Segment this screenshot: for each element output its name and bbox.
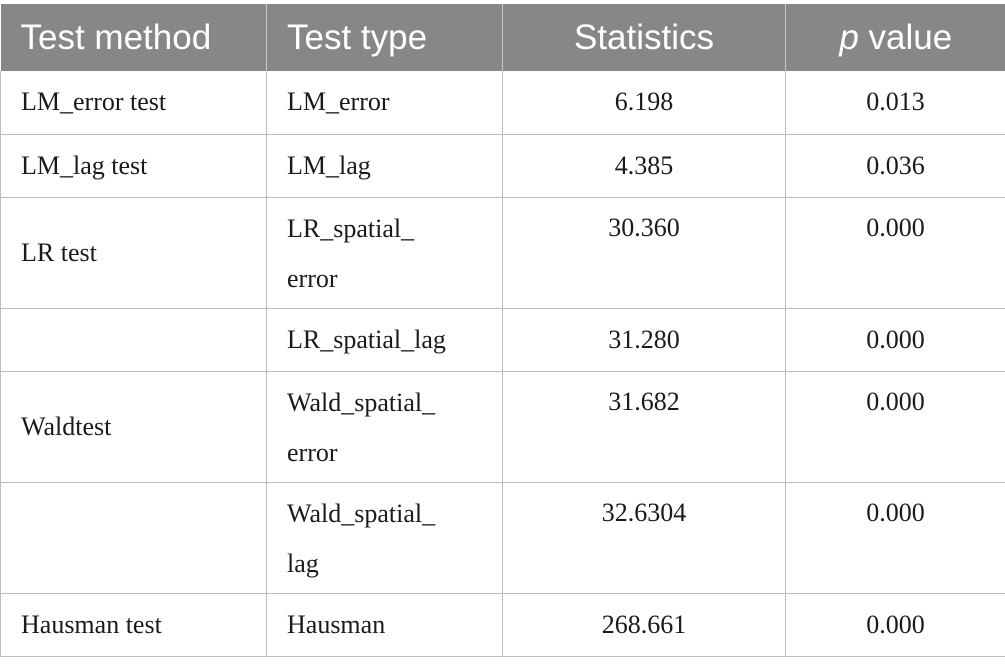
cell-type-line1: Wald_spatial_ <box>287 498 436 528</box>
table-row: Waldtest Wald_spatial_error 31.682 0.000 <box>0 371 1005 483</box>
cell-type-line2: error <box>287 263 338 293</box>
cell-method <box>0 482 267 594</box>
cell-statistics: 31.682 <box>502 371 786 483</box>
cell-type-line1: Wald_spatial_ <box>287 387 436 417</box>
cell-statistics: 4.385 <box>502 134 786 198</box>
cell-type: LM_lag <box>266 134 503 198</box>
header-p-rest: value <box>858 17 953 57</box>
cell-type-line2: error <box>287 437 338 467</box>
cell-statistics: 30.360 <box>502 197 786 309</box>
cell-type-line1: LM_lag <box>287 150 371 180</box>
cell-method: Waldtest <box>0 371 267 483</box>
table-row: LM_lag test LM_lag 4.385 0.036 <box>0 134 1005 198</box>
header-row: Test method Test type Statistics p value <box>0 4 1005 71</box>
cell-type: Wald_spatial_error <box>266 371 503 483</box>
results-table: Test method Test type Statistics p value… <box>0 4 1005 657</box>
cell-p-value: 0.000 <box>785 593 1005 657</box>
cell-method: LM_lag test <box>0 134 267 198</box>
cell-p-value: 0.000 <box>785 482 1005 594</box>
cell-statistics: 6.198 <box>502 71 786 135</box>
cell-p-value: 0.000 <box>785 308 1005 372</box>
table-row: Wald_spatial_lag 32.6304 0.000 <box>0 482 1005 594</box>
cell-method: LM_error test <box>0 71 267 135</box>
cell-statistics: 268.661 <box>502 593 786 657</box>
cell-p-value: 0.000 <box>785 197 1005 309</box>
cell-type: LM_error <box>266 71 503 135</box>
cell-type: LR_spatial_lag <box>266 308 503 372</box>
cell-method: Hausman test <box>0 593 267 657</box>
header-test-type: Test type <box>266 4 503 71</box>
header-test-method: Test method <box>0 4 267 71</box>
cell-statistics: 32.6304 <box>502 482 786 594</box>
header-p-italic: p <box>839 17 859 57</box>
table-row: LM_error test LM_error 6.198 0.013 <box>0 71 1005 135</box>
cell-p-value: 0.036 <box>785 134 1005 198</box>
cell-type: Wald_spatial_lag <box>266 482 503 594</box>
table-row: LR_spatial_lag 31.280 0.000 <box>0 308 1005 372</box>
cell-type-line1: LM_error <box>287 87 390 117</box>
cell-p-value: 0.013 <box>785 71 1005 135</box>
cell-type-line1: Hausman <box>287 609 386 639</box>
cell-method: LR test <box>0 197 267 309</box>
table-row: LR test LR_spatial_error 30.360 0.000 <box>0 197 1005 309</box>
cell-type: LR_spatial_error <box>266 197 503 309</box>
cell-method <box>0 308 267 372</box>
header-statistics: Statistics <box>502 4 786 71</box>
cell-type-line2: lag <box>287 548 319 578</box>
cell-type: Hausman <box>266 593 503 657</box>
header-p-value: p value <box>785 4 1005 71</box>
cell-type-line1: LR_spatial_lag <box>287 324 446 354</box>
table-row: Hausman test Hausman 268.661 0.000 <box>0 593 1005 657</box>
cell-statistics: 31.280 <box>502 308 786 372</box>
cell-p-value: 0.000 <box>785 371 1005 483</box>
cell-type-line1: LR_spatial_ <box>287 213 415 243</box>
